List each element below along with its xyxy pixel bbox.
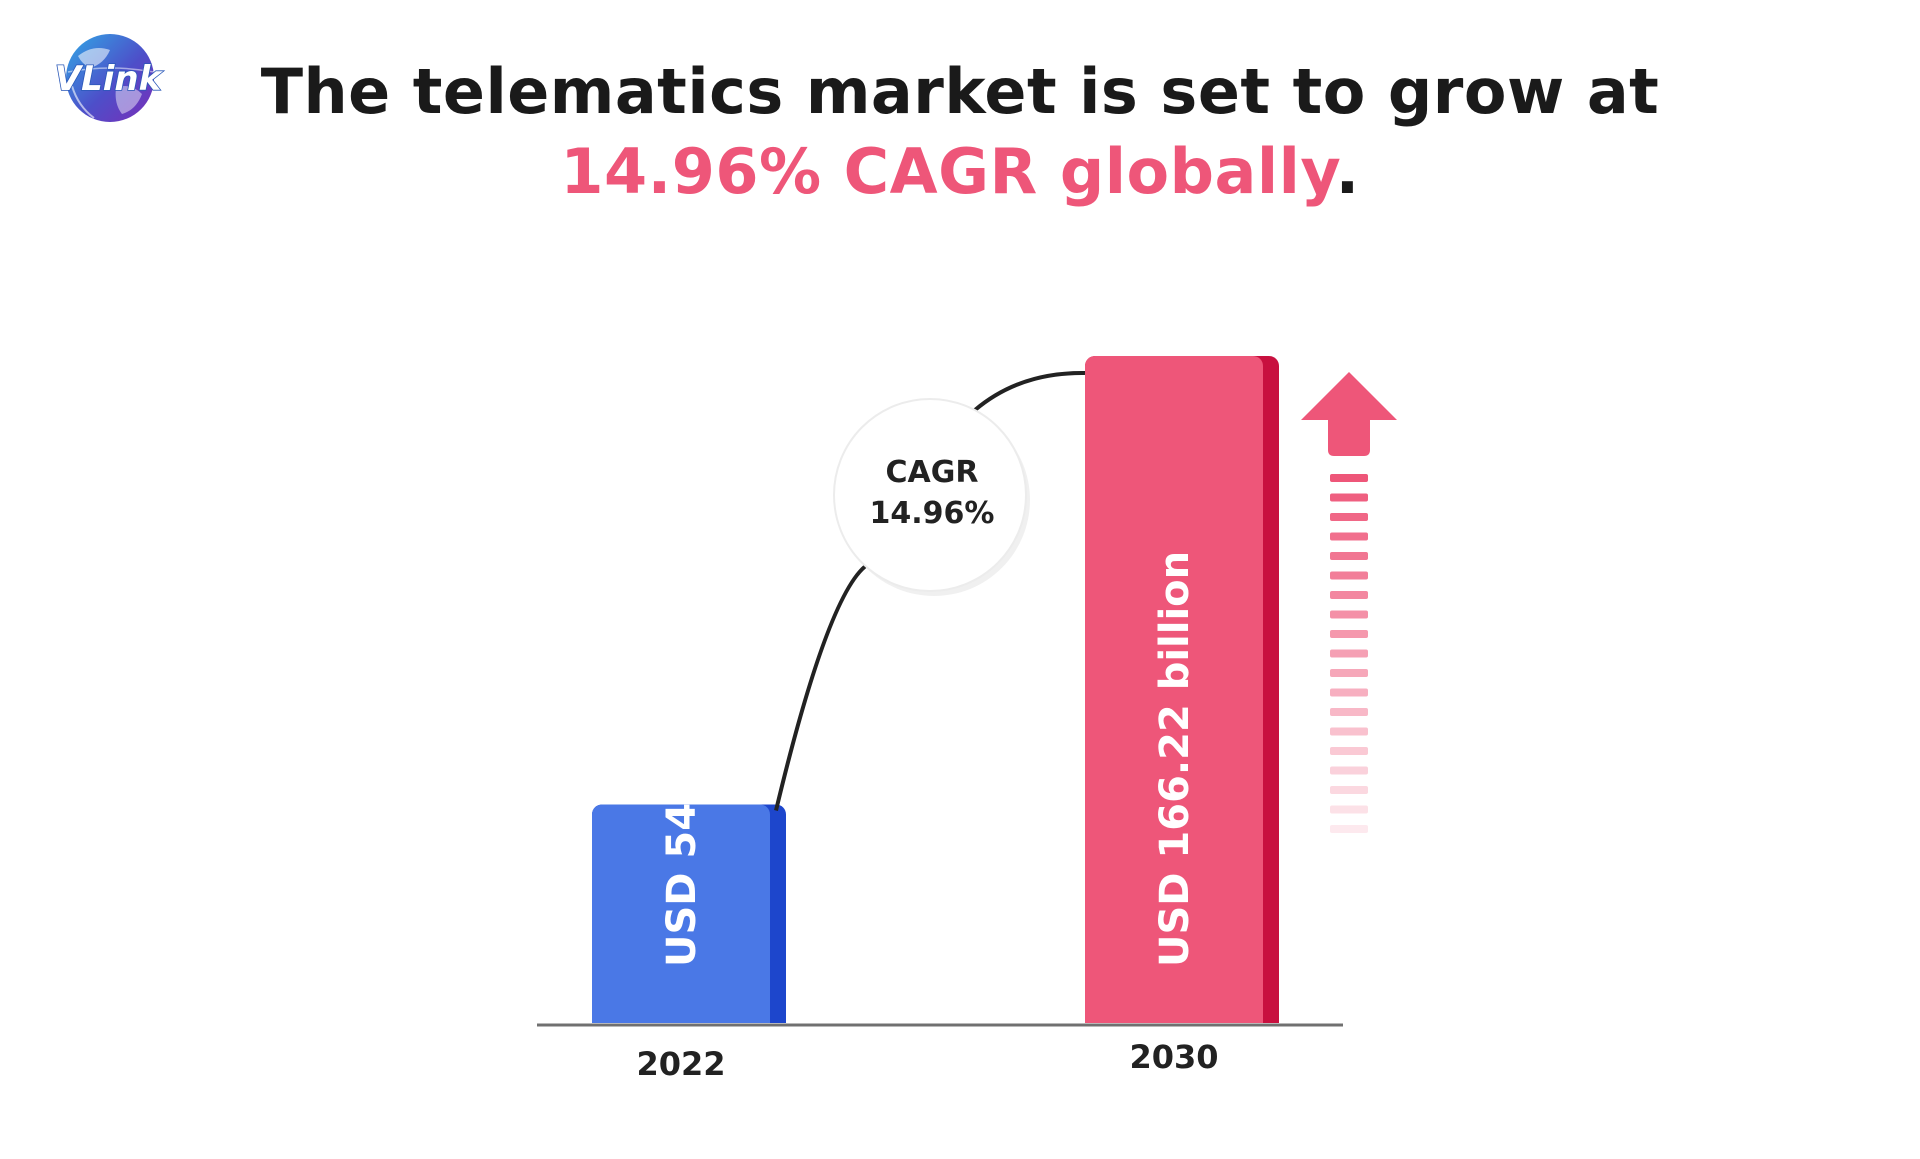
title-accent: 14.96% CAGR globally xyxy=(560,135,1336,208)
bar-2030-base xyxy=(1085,1003,1263,1023)
growth-dash xyxy=(1330,786,1368,794)
growth-dash xyxy=(1330,474,1368,482)
page-title: The telematics market is set to grow at … xyxy=(0,52,1920,212)
growth-dash xyxy=(1330,591,1368,599)
growth-dash xyxy=(1330,747,1368,755)
vlink-logo: VLink xyxy=(54,34,164,122)
growth-dash xyxy=(1330,649,1368,658)
growth-dash xyxy=(1330,766,1368,775)
bar-2022-base xyxy=(592,1003,770,1023)
growth-dash xyxy=(1330,552,1368,560)
cagr-value: 14.96% xyxy=(870,496,995,531)
growth-dash xyxy=(1330,610,1368,619)
growth-dash xyxy=(1330,688,1368,697)
cagr-label: CAGR xyxy=(886,455,979,490)
title-line-1: The telematics market is set to grow at xyxy=(260,55,1660,128)
x-tick-label-2030: 2030 xyxy=(1129,1038,1218,1076)
bar-2030 xyxy=(1085,356,1263,1023)
cagr-bubble xyxy=(833,398,1027,592)
growth-dash xyxy=(1330,513,1368,521)
growth-dash xyxy=(1330,630,1368,638)
growth-dash xyxy=(1330,669,1368,677)
bar-2022 xyxy=(592,804,770,1023)
growth-dash xyxy=(1330,493,1368,502)
title-line-2: 14.96% CAGR globally. xyxy=(0,132,1920,212)
growth-dash xyxy=(1330,571,1368,580)
x-tick-label-2022: 2022 xyxy=(636,1045,725,1083)
growth-dash xyxy=(1330,805,1368,814)
bar-value-label-2030: USD 166.22 billion xyxy=(1152,551,1198,967)
growth-dash xyxy=(1330,727,1368,736)
growth-dash xyxy=(1330,825,1368,833)
growth-dash xyxy=(1330,708,1368,716)
growth-dash xyxy=(1330,532,1368,541)
up-arrow-icon xyxy=(1301,372,1397,456)
growth-curve-left xyxy=(774,561,872,811)
title-suffix: . xyxy=(1335,135,1360,208)
bar-value-label-2022: USD 54.45 billion xyxy=(659,579,705,967)
growth-curve-right xyxy=(973,370,1086,412)
logo-text: VLink xyxy=(55,59,164,99)
